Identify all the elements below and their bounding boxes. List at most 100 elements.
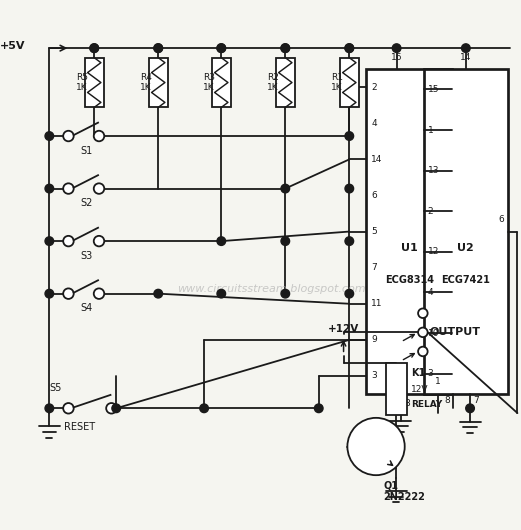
Text: S4: S4 — [80, 303, 92, 313]
Circle shape — [94, 131, 104, 142]
Circle shape — [281, 289, 290, 298]
Circle shape — [154, 44, 163, 52]
Text: U2: U2 — [457, 243, 474, 253]
Text: 8: 8 — [405, 399, 411, 408]
Text: S2: S2 — [80, 198, 92, 208]
Circle shape — [392, 44, 401, 52]
Text: K1: K1 — [412, 368, 426, 378]
Text: R4
1K: R4 1K — [140, 73, 152, 92]
Text: 13: 13 — [428, 166, 439, 175]
Circle shape — [217, 289, 226, 298]
Text: S5: S5 — [49, 383, 61, 393]
Text: 5: 5 — [371, 227, 377, 236]
Text: 11: 11 — [371, 299, 383, 308]
Text: U1: U1 — [401, 243, 418, 253]
Circle shape — [63, 183, 73, 194]
Circle shape — [466, 404, 474, 412]
Text: 14: 14 — [460, 52, 472, 61]
Text: www.circuitsstream.blogspot.com: www.circuitsstream.blogspot.com — [177, 284, 365, 294]
Text: +5V: +5V — [0, 41, 26, 51]
Circle shape — [418, 308, 428, 318]
Text: 15: 15 — [428, 85, 439, 94]
Circle shape — [217, 237, 226, 245]
Circle shape — [345, 237, 354, 245]
Text: 9: 9 — [371, 335, 377, 344]
Text: R2
1K: R2 1K — [267, 73, 279, 92]
Text: ECG7421: ECG7421 — [441, 275, 490, 285]
Text: 2: 2 — [428, 207, 433, 216]
Circle shape — [418, 328, 428, 337]
Circle shape — [63, 403, 73, 413]
Circle shape — [45, 237, 54, 245]
Circle shape — [63, 236, 73, 246]
Text: 1: 1 — [428, 126, 433, 135]
Circle shape — [345, 289, 354, 298]
Text: 7: 7 — [371, 263, 377, 272]
Circle shape — [281, 44, 290, 52]
Circle shape — [154, 44, 163, 52]
Text: 16: 16 — [391, 52, 402, 61]
Text: 6: 6 — [498, 215, 504, 224]
Bar — [340, 58, 359, 108]
Circle shape — [112, 404, 120, 412]
Text: R5
1K: R5 1K — [76, 73, 88, 92]
Text: R1
1K: R1 1K — [331, 73, 343, 92]
Bar — [424, 69, 508, 394]
Circle shape — [345, 44, 354, 52]
Circle shape — [345, 184, 354, 193]
Circle shape — [94, 236, 104, 246]
Circle shape — [45, 132, 54, 140]
Circle shape — [281, 184, 290, 193]
Text: RESET: RESET — [64, 422, 95, 431]
Text: R3
1K: R3 1K — [203, 73, 215, 92]
Bar — [366, 69, 452, 394]
Circle shape — [90, 44, 98, 52]
Text: 4: 4 — [371, 119, 377, 128]
Circle shape — [94, 288, 104, 299]
Text: ECG8314: ECG8314 — [385, 275, 434, 285]
Circle shape — [315, 404, 323, 412]
Bar — [85, 58, 104, 108]
Circle shape — [106, 403, 117, 413]
Circle shape — [45, 184, 54, 193]
Text: 12: 12 — [428, 248, 439, 257]
Text: 10: 10 — [428, 329, 439, 338]
Text: Q1: Q1 — [383, 481, 399, 491]
Text: 7: 7 — [473, 396, 479, 405]
Circle shape — [94, 183, 104, 194]
Circle shape — [200, 404, 208, 412]
Circle shape — [345, 44, 354, 52]
Text: 3: 3 — [428, 369, 433, 378]
Text: 14: 14 — [371, 155, 382, 164]
Text: 2N2222: 2N2222 — [383, 492, 426, 502]
Text: 4: 4 — [428, 288, 433, 297]
Text: S3: S3 — [80, 251, 92, 261]
Text: S1: S1 — [80, 146, 92, 156]
Circle shape — [281, 44, 290, 52]
Text: 1: 1 — [435, 377, 441, 386]
Circle shape — [90, 44, 98, 52]
Bar — [276, 58, 295, 108]
Text: 6: 6 — [371, 191, 377, 200]
Text: OUTPUT: OUTPUT — [429, 328, 480, 338]
Bar — [148, 58, 168, 108]
Circle shape — [418, 347, 428, 356]
Text: 3: 3 — [371, 372, 377, 381]
Text: 12V: 12V — [412, 385, 429, 394]
Circle shape — [63, 131, 73, 142]
Text: 8: 8 — [444, 396, 450, 405]
Circle shape — [154, 289, 163, 298]
Circle shape — [45, 289, 54, 298]
Circle shape — [63, 288, 73, 299]
Circle shape — [348, 418, 405, 475]
Circle shape — [217, 44, 226, 52]
Text: +12V: +12V — [328, 324, 359, 334]
Text: RELAY: RELAY — [412, 401, 443, 410]
Circle shape — [217, 44, 226, 52]
Circle shape — [462, 44, 470, 52]
Circle shape — [345, 132, 354, 140]
Text: 2: 2 — [371, 83, 377, 92]
Circle shape — [45, 404, 54, 412]
Bar — [212, 58, 231, 108]
Circle shape — [281, 237, 290, 245]
